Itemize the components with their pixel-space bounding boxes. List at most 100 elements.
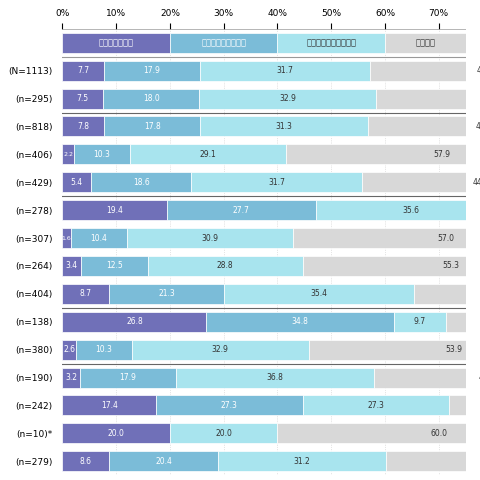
Bar [62, 368, 80, 387]
Text: 26.8: 26.8 [126, 317, 143, 326]
Text: 44.3: 44.3 [472, 178, 480, 187]
Bar [62, 423, 170, 444]
Bar [91, 172, 192, 192]
Text: 34.8: 34.8 [291, 317, 309, 326]
Bar [62, 284, 109, 304]
Bar [132, 340, 309, 360]
Text: 8.7: 8.7 [80, 289, 92, 299]
Text: 7.5: 7.5 [76, 94, 89, 103]
Text: 31.7: 31.7 [268, 178, 285, 187]
Bar [192, 172, 362, 192]
Bar [371, 60, 480, 81]
Bar [109, 284, 224, 304]
Bar [62, 172, 91, 192]
Bar [386, 451, 480, 471]
Text: 55.3: 55.3 [443, 262, 460, 270]
Bar [80, 368, 176, 387]
Text: 32.9: 32.9 [279, 94, 296, 103]
Text: 60.0: 60.0 [430, 429, 447, 438]
Bar [200, 60, 371, 81]
Bar [130, 144, 286, 164]
Text: よく知っている: よく知っている [99, 38, 133, 47]
Bar [414, 284, 480, 304]
Bar [81, 256, 148, 276]
Text: 7.8: 7.8 [77, 122, 89, 131]
Bar [200, 117, 368, 136]
Text: 10.4: 10.4 [91, 234, 108, 242]
Text: 9.7: 9.7 [414, 317, 426, 326]
Bar [104, 60, 200, 81]
Text: 57.0: 57.0 [438, 234, 455, 242]
Text: 2.6: 2.6 [63, 345, 75, 354]
Text: 30.9: 30.9 [202, 234, 218, 242]
Text: 18.0: 18.0 [143, 94, 159, 103]
Bar [200, 88, 376, 108]
Text: 5.4: 5.4 [71, 178, 83, 187]
Text: 18.6: 18.6 [133, 178, 150, 187]
Bar [394, 312, 446, 332]
Bar [108, 451, 218, 471]
Bar [62, 312, 206, 332]
Text: 3.2: 3.2 [65, 373, 77, 382]
Bar [76, 340, 132, 360]
Text: 17.8: 17.8 [144, 122, 160, 131]
Bar [62, 88, 103, 108]
Bar [376, 88, 480, 108]
Text: 35.4: 35.4 [311, 289, 327, 299]
Bar [74, 144, 130, 164]
Bar [167, 200, 316, 220]
Bar [71, 228, 127, 248]
Bar [103, 88, 200, 108]
Bar [62, 144, 74, 164]
Bar [446, 312, 480, 332]
Text: ある程度知っている: ある程度知っている [201, 38, 246, 47]
Bar [293, 228, 480, 248]
Bar [362, 172, 480, 192]
Text: 2.2: 2.2 [63, 152, 73, 157]
Text: 10.3: 10.3 [94, 150, 110, 159]
Text: 7.7: 7.7 [77, 66, 89, 75]
Text: 43.1: 43.1 [476, 122, 480, 131]
Text: 53.9: 53.9 [445, 345, 462, 354]
Bar [218, 451, 386, 471]
Bar [62, 340, 76, 360]
Text: 名前だけは知っている: 名前だけは知っている [306, 38, 356, 47]
Bar [62, 396, 156, 416]
Bar [156, 396, 303, 416]
Text: 17.9: 17.9 [144, 66, 160, 75]
Bar [176, 368, 373, 387]
Bar [62, 60, 104, 81]
Bar [62, 200, 167, 220]
Bar [62, 451, 108, 471]
Text: 57.9: 57.9 [433, 150, 450, 159]
Bar [62, 256, 81, 276]
Text: 36.8: 36.8 [266, 373, 283, 382]
Text: 21.3: 21.3 [158, 289, 175, 299]
Text: 35.6: 35.6 [403, 205, 420, 215]
Bar [170, 33, 277, 53]
Text: 27.7: 27.7 [233, 205, 250, 215]
Text: 31.7: 31.7 [277, 66, 294, 75]
Text: 1.6: 1.6 [62, 236, 72, 240]
Bar [309, 340, 480, 360]
Bar [373, 368, 480, 387]
Bar [62, 228, 71, 248]
Text: 20.0: 20.0 [108, 429, 125, 438]
Bar [224, 284, 414, 304]
Bar [170, 423, 277, 444]
Text: 27.3: 27.3 [368, 401, 384, 410]
Text: 3.4: 3.4 [65, 262, 78, 270]
Bar [303, 396, 449, 416]
Text: 31.3: 31.3 [276, 122, 293, 131]
Text: 29.1: 29.1 [200, 150, 216, 159]
Bar [148, 256, 303, 276]
Bar [449, 396, 480, 416]
Bar [104, 117, 200, 136]
Bar [368, 117, 480, 136]
Text: 12.5: 12.5 [106, 262, 123, 270]
Bar [277, 423, 480, 444]
Bar [303, 256, 480, 276]
Text: 10.3: 10.3 [96, 345, 112, 354]
Bar [206, 312, 394, 332]
Bar [316, 200, 480, 220]
